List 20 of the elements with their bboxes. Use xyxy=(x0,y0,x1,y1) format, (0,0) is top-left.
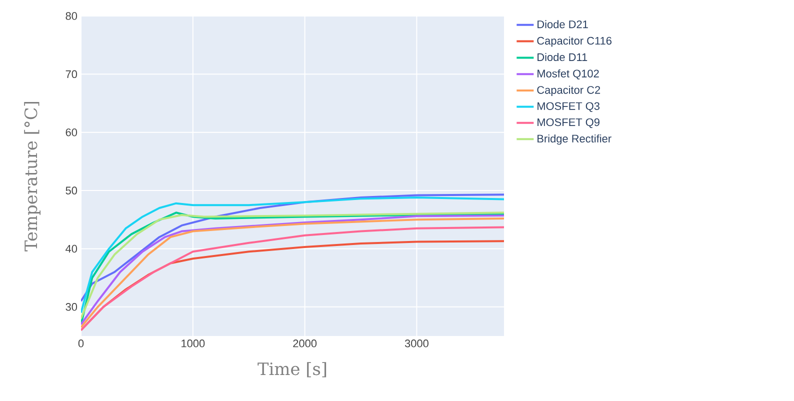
y-axis-title: Temperature [°C] xyxy=(24,102,41,252)
y-tick-label: 50 xyxy=(66,186,78,194)
x-tick-label: 0 xyxy=(78,340,84,348)
legend-label: Bridge Rectifier xyxy=(538,134,612,145)
y-tick-label: 30 xyxy=(66,303,78,311)
x-tick-label: 2000 xyxy=(293,340,317,348)
y-tick-label: 60 xyxy=(66,128,78,136)
legend-label: Capacitor C116 xyxy=(537,36,612,47)
y-tick-label: 40 xyxy=(66,244,78,253)
x-axis-title: Time [s] xyxy=(258,362,326,378)
x-tick-label: 3000 xyxy=(404,340,428,348)
x-tick-label: 1000 xyxy=(182,340,205,348)
y-tick-label: 70 xyxy=(66,70,78,78)
legend-label: MOSFET Q3 xyxy=(538,102,600,112)
legend-label: Capacitor C2 xyxy=(537,86,600,96)
y-tick-label: 80 xyxy=(66,12,78,20)
legend-label: Mosfet Q102 xyxy=(538,69,599,80)
legend-label: Diode D11 xyxy=(538,53,588,62)
legend-label: Diode D21 xyxy=(538,20,588,28)
legend-label: MOSFET Q9 xyxy=(538,118,600,128)
